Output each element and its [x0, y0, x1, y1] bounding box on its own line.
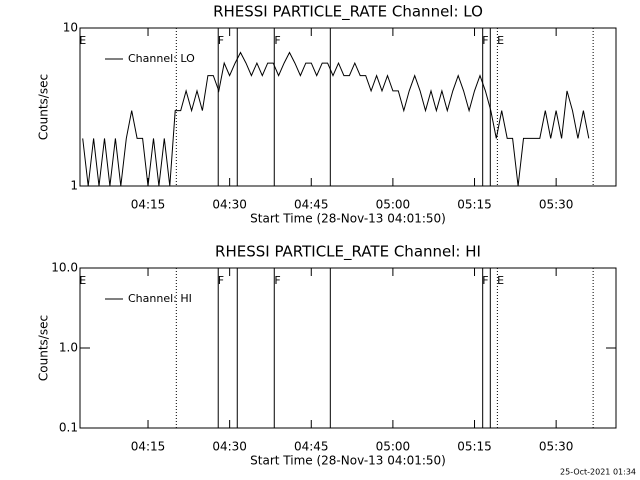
- flag-label: E: [79, 34, 86, 47]
- x-tick-label: 05:30: [539, 198, 574, 212]
- footer-timestamp: 25-Oct-2021 01:34: [560, 468, 636, 477]
- y-tick-label: 10.0: [51, 261, 78, 275]
- flag-label: F: [218, 274, 224, 287]
- flag-label: E: [497, 274, 504, 287]
- y-axis-label: Counts/sec: [37, 74, 51, 140]
- chart-title: RHESSI PARTICLE_RATE Channel: LO: [213, 3, 483, 22]
- chart-title: RHESSI PARTICLE_RATE Channel: HI: [215, 243, 481, 262]
- plot-frame: [79, 27, 617, 187]
- x-tick-label: 04:45: [294, 440, 329, 454]
- x-tick-label: 05:00: [376, 440, 411, 454]
- flag-label: E: [79, 274, 86, 287]
- x-axis-label: Start Time (28-Nov-13 04:01:50): [250, 212, 446, 226]
- legend-label: Channel: LO: [128, 52, 195, 65]
- x-tick-label: 05:15: [457, 440, 492, 454]
- flag-label: F: [482, 274, 488, 287]
- x-tick-label: 05:30: [539, 440, 574, 454]
- x-tick-label: 04:30: [212, 440, 247, 454]
- y-tick-label: 1.0: [59, 341, 78, 355]
- x-tick-label: 04:30: [212, 198, 247, 212]
- y-tick-label: 10: [63, 21, 78, 35]
- y-axis-label: Counts/sec: [37, 315, 51, 381]
- legend-label: Channel: HI: [128, 292, 192, 305]
- x-tick-label: 05:00: [376, 198, 411, 212]
- flag-label: F: [218, 34, 224, 47]
- x-tick-label: 04:15: [131, 440, 166, 454]
- x-tick-label: 05:15: [457, 198, 492, 212]
- data-line: [82, 51, 590, 187]
- y-tick-label: 1: [70, 179, 78, 193]
- flag-label: E: [497, 34, 504, 47]
- y-tick-label: 0.1: [59, 421, 78, 435]
- x-tick-label: 04:15: [131, 198, 166, 212]
- flag-label: F: [482, 34, 488, 47]
- x-axis-label: Start Time (28-Nov-13 04:01:50): [250, 454, 446, 468]
- flag-label: F: [274, 274, 280, 287]
- x-tick-label: 04:45: [294, 198, 329, 212]
- flag-label: F: [274, 34, 280, 47]
